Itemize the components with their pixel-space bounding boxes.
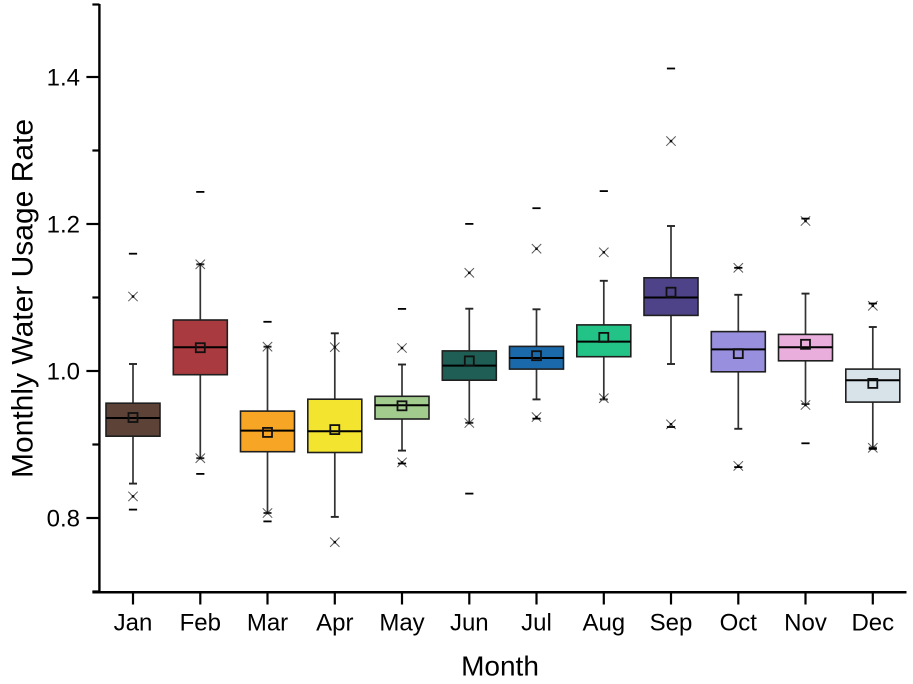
svg-text:Aug: Aug: [582, 610, 625, 637]
svg-text:1.0: 1.0: [47, 358, 80, 385]
svg-text:Jul: Jul: [521, 610, 552, 637]
svg-text:Month: Month: [461, 651, 539, 680]
svg-text:Oct: Oct: [720, 610, 758, 637]
svg-text:May: May: [379, 610, 424, 637]
svg-text:1.2: 1.2: [47, 211, 80, 238]
svg-text:1.4: 1.4: [47, 64, 80, 91]
svg-text:Dec: Dec: [851, 610, 894, 637]
svg-text:Apr: Apr: [316, 610, 353, 637]
svg-text:Jun: Jun: [450, 610, 489, 637]
svg-text:Mar: Mar: [247, 610, 288, 637]
svg-text:Jan: Jan: [114, 610, 153, 637]
svg-text:0.8: 0.8: [47, 505, 80, 532]
svg-text:Monthly Water Usage Rate: Monthly Water Usage Rate: [7, 119, 40, 478]
svg-text:Nov: Nov: [784, 610, 827, 637]
svg-text:Feb: Feb: [180, 610, 221, 637]
svg-text:Sep: Sep: [650, 610, 693, 637]
